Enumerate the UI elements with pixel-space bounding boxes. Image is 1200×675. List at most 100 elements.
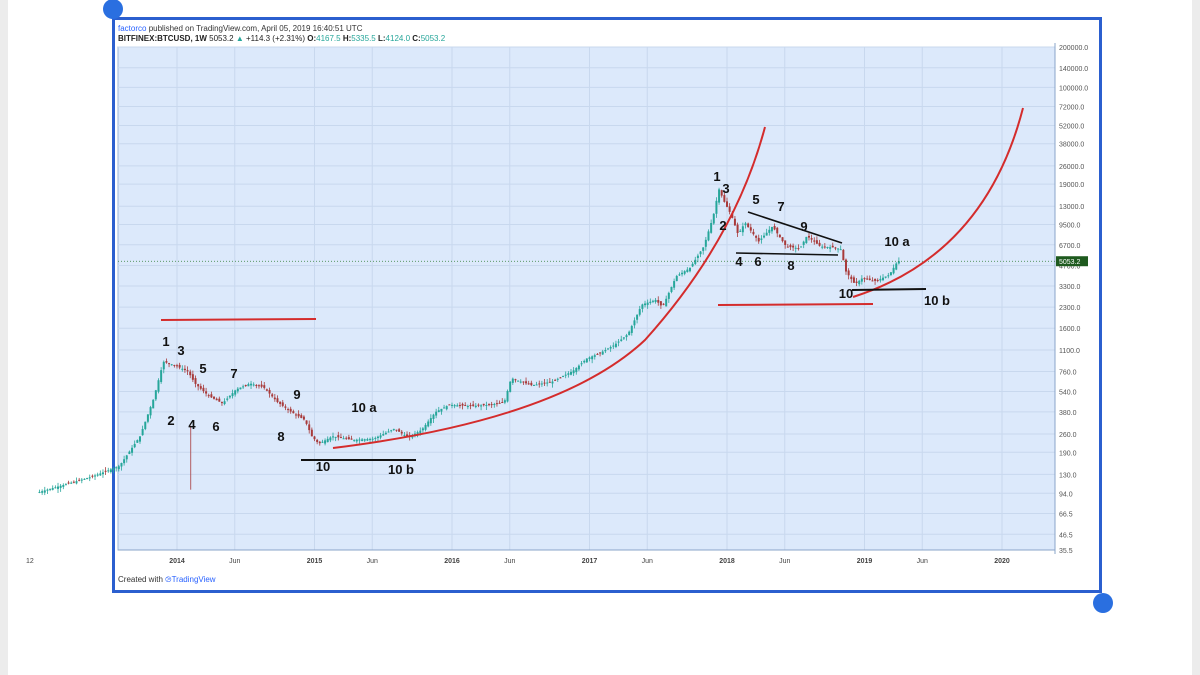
candle-body [525, 381, 528, 384]
candle-body [43, 490, 46, 493]
candle-body [633, 320, 636, 326]
candle-body [778, 234, 781, 238]
candle-body [636, 314, 639, 320]
candle-body [242, 386, 245, 388]
candle-body [490, 404, 493, 406]
candle-body [612, 345, 615, 347]
candle-body [622, 337, 625, 339]
candle-body [342, 438, 345, 440]
candle-body [421, 428, 424, 431]
candle-body [493, 404, 496, 406]
candle-body [83, 478, 86, 480]
candle-body [710, 222, 713, 233]
candle-body [384, 432, 387, 435]
candle-body [38, 491, 41, 493]
candle-body [54, 487, 57, 489]
candle-body [51, 488, 54, 490]
candle-body [117, 466, 120, 470]
candle-body [75, 481, 78, 484]
wave-label-2014: 9 [293, 387, 300, 402]
author-link[interactable]: factorco [118, 24, 147, 33]
tradingview-logo-icon[interactable]: ⧁ [165, 575, 172, 584]
candle-body [165, 361, 168, 363]
candle-body [133, 443, 136, 448]
candle-body [813, 240, 816, 242]
publish-text: published on TradingView.com, April 05, … [148, 24, 363, 33]
candle-body [427, 421, 430, 427]
candle-body [231, 393, 234, 397]
candle-body [821, 246, 824, 248]
x-tick-label: Jun [367, 558, 378, 565]
candle-body [265, 389, 268, 391]
wave-label-2018: 5 [752, 192, 759, 207]
symbol-info: BITFINEX:BTCUSD, 1W 5053.2 ▲ +114.3 (+2.… [118, 34, 445, 43]
plot-area [117, 46, 1056, 551]
candle-body [794, 247, 797, 249]
candle-body [324, 440, 327, 444]
candle-body [572, 370, 575, 374]
y-tick-label: 13000.0 [1059, 204, 1084, 211]
candle-body [123, 459, 126, 464]
candle-body [554, 379, 557, 381]
candle-body [305, 420, 308, 424]
candle-body [776, 227, 779, 234]
tradingview-logo-text[interactable]: TradingView [171, 575, 216, 584]
y-tick-label: 260.0 [1059, 432, 1077, 439]
candle-body [614, 343, 617, 347]
candle-body [702, 247, 705, 251]
candle-body [678, 274, 681, 276]
candle-body [585, 358, 588, 363]
candle-body [170, 364, 173, 366]
candle-body [466, 405, 469, 408]
wave-label-2014: 2 [167, 413, 174, 428]
candle-body [284, 406, 287, 408]
candle-body [88, 477, 91, 479]
candle-body [310, 429, 313, 437]
candle-body [802, 241, 805, 245]
candle-body [376, 436, 379, 439]
candle-body [887, 275, 890, 277]
candle-body [207, 395, 210, 397]
candle-body [805, 236, 808, 244]
candle-body [844, 259, 847, 272]
candle-body [181, 368, 184, 370]
candle-body [895, 263, 898, 270]
candle-body [398, 429, 401, 432]
candle-body [747, 223, 750, 227]
high-label: H: [342, 34, 352, 43]
y-tick-label: 1600.0 [1059, 326, 1081, 333]
candle-body [498, 402, 501, 404]
candle-body [395, 429, 398, 431]
candle-body [704, 239, 707, 247]
candle-body [46, 489, 49, 491]
last-price: 5053.2 [209, 34, 234, 43]
candle-body [437, 410, 440, 413]
created-with-text: Created with [118, 575, 163, 584]
candle-body [699, 251, 702, 255]
x-tick-label: Jun [504, 558, 515, 565]
candle-body [131, 447, 134, 453]
candle-body [874, 279, 877, 281]
candle-body [300, 415, 303, 418]
candle-body [617, 341, 620, 343]
last-price-badge [1056, 256, 1088, 267]
candle-body [495, 403, 498, 405]
resize-handle-bottom-right[interactable] [1093, 593, 1113, 613]
candle-body [511, 378, 514, 383]
candle-body [818, 242, 821, 246]
y-tick-label: 9500.0 [1059, 222, 1081, 229]
candle-body [866, 278, 869, 280]
candle-body [361, 439, 364, 441]
candle-body [255, 385, 258, 387]
candle-body [739, 230, 742, 232]
candle-body [726, 201, 728, 207]
candle-body [339, 437, 342, 439]
wave-label-2014: 10 [316, 459, 330, 474]
candle-body [707, 231, 710, 241]
resistance-line-2014 [160, 318, 317, 321]
candle-body [213, 396, 216, 399]
candle-body [273, 397, 276, 400]
resize-handle-top-left[interactable] [103, 0, 123, 19]
candle-body [146, 414, 149, 422]
